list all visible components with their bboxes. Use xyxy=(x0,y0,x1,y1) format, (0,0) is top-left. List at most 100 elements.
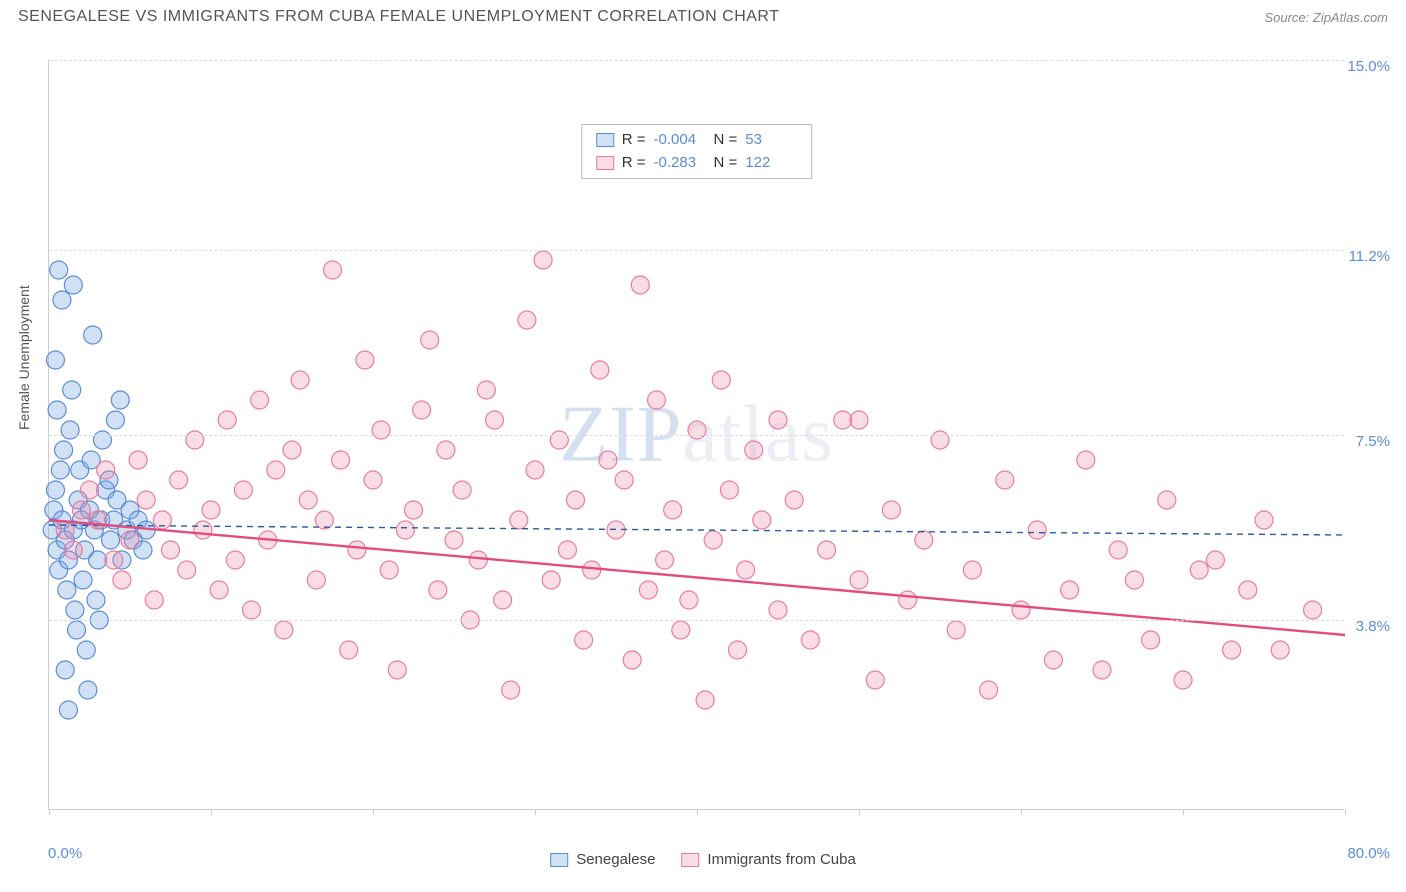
data-point-senegalese xyxy=(51,461,69,479)
data-point-cuba xyxy=(720,481,738,499)
data-point-cuba xyxy=(510,511,528,529)
y-tick-label: 7.5% xyxy=(1356,433,1390,450)
x-max-label: 80.0% xyxy=(1347,845,1390,862)
data-point-cuba xyxy=(194,521,212,539)
data-point-cuba xyxy=(850,411,868,429)
data-point-cuba xyxy=(1142,631,1160,649)
data-point-cuba xyxy=(372,421,390,439)
data-point-cuba xyxy=(1206,551,1224,569)
data-point-senegalese xyxy=(56,661,74,679)
data-point-cuba xyxy=(186,431,204,449)
data-point-cuba xyxy=(340,641,358,659)
data-point-cuba xyxy=(97,461,115,479)
data-point-cuba xyxy=(477,381,495,399)
data-point-cuba xyxy=(931,431,949,449)
data-point-cuba xyxy=(664,501,682,519)
x-min-label: 0.0% xyxy=(48,845,82,862)
data-point-senegalese xyxy=(58,581,76,599)
data-point-senegalese xyxy=(66,601,84,619)
data-point-cuba xyxy=(1223,641,1241,659)
data-point-cuba xyxy=(283,441,301,459)
data-point-cuba xyxy=(980,681,998,699)
data-point-cuba xyxy=(656,551,674,569)
data-point-senegalese xyxy=(48,401,66,419)
data-point-senegalese xyxy=(64,276,82,294)
y-tick-label: 11.2% xyxy=(1349,248,1390,265)
data-point-cuba xyxy=(210,581,228,599)
data-point-cuba xyxy=(64,541,82,559)
data-point-senegalese xyxy=(111,391,129,409)
data-point-cuba xyxy=(267,461,285,479)
legend-item-senegalese: Senegalese xyxy=(550,851,655,868)
stats-row-senegalese: R = -0.004 N = 53 xyxy=(596,129,798,152)
data-point-cuba xyxy=(113,571,131,589)
data-point-cuba xyxy=(639,581,657,599)
stats-row-cuba: R = -0.283 N = 122 xyxy=(596,152,798,175)
x-tick xyxy=(535,809,536,815)
data-point-senegalese xyxy=(89,551,107,569)
bottom-legend: Senegalese Immigrants from Cuba xyxy=(550,851,856,868)
legend-label-cuba: Immigrants from Cuba xyxy=(707,851,855,868)
data-point-cuba xyxy=(704,531,722,549)
data-point-cuba xyxy=(550,431,568,449)
data-point-cuba xyxy=(963,561,981,579)
legend-swatch-cuba xyxy=(681,853,699,867)
data-point-cuba xyxy=(712,371,730,389)
data-point-cuba xyxy=(1061,581,1079,599)
data-point-cuba xyxy=(1255,511,1273,529)
data-point-cuba xyxy=(307,571,325,589)
data-point-cuba xyxy=(631,276,649,294)
gridline xyxy=(49,435,1344,436)
data-point-cuba xyxy=(1271,641,1289,659)
data-point-cuba xyxy=(356,351,374,369)
source-label: Source: ZipAtlas.com xyxy=(1264,10,1388,25)
data-point-cuba xyxy=(162,541,180,559)
data-point-cuba xyxy=(202,501,220,519)
legend-swatch-senegalese xyxy=(550,853,568,867)
header: SENEGALESE VS IMMIGRANTS FROM CUBA FEMAL… xyxy=(0,0,1406,30)
y-tick-label: 3.8% xyxy=(1356,618,1390,635)
data-point-cuba xyxy=(486,411,504,429)
data-point-cuba xyxy=(1304,601,1322,619)
data-point-cuba xyxy=(445,531,463,549)
data-point-cuba xyxy=(996,471,1014,489)
y-tick-label: 15.0% xyxy=(1347,58,1390,75)
data-point-cuba xyxy=(1028,521,1046,539)
data-point-cuba xyxy=(218,411,236,429)
data-point-cuba xyxy=(324,261,342,279)
data-point-senegalese xyxy=(63,381,81,399)
data-point-cuba xyxy=(364,471,382,489)
data-point-cuba xyxy=(526,461,544,479)
data-point-cuba xyxy=(234,481,252,499)
data-point-senegalese xyxy=(68,621,86,639)
data-point-senegalese xyxy=(74,571,92,589)
data-point-senegalese xyxy=(46,351,64,369)
data-point-cuba xyxy=(575,631,593,649)
legend-label-senegalese: Senegalese xyxy=(576,851,655,868)
data-point-cuba xyxy=(178,561,196,579)
r-value: -0.283 xyxy=(654,152,706,175)
data-point-cuba xyxy=(299,491,317,509)
data-point-cuba xyxy=(947,621,965,639)
data-point-cuba xyxy=(850,571,868,589)
data-point-cuba xyxy=(583,561,601,579)
data-point-cuba xyxy=(1239,581,1257,599)
data-point-cuba xyxy=(680,591,698,609)
data-point-cuba xyxy=(623,651,641,669)
stats-box: R = -0.004 N = 53 R = -0.283 N = 122 xyxy=(581,124,813,179)
data-point-cuba xyxy=(405,501,423,519)
data-point-senegalese xyxy=(102,531,120,549)
x-tick xyxy=(49,809,50,815)
data-point-senegalese xyxy=(77,641,95,659)
data-point-cuba xyxy=(753,511,771,529)
data-point-cuba xyxy=(170,471,188,489)
x-tick xyxy=(859,809,860,815)
data-point-cuba xyxy=(348,541,366,559)
data-point-cuba xyxy=(332,451,350,469)
data-point-cuba xyxy=(81,481,99,499)
data-point-cuba xyxy=(1077,451,1095,469)
data-point-cuba xyxy=(672,621,690,639)
swatch-cuba xyxy=(596,156,614,170)
n-value: 122 xyxy=(745,152,797,175)
data-point-cuba xyxy=(251,391,269,409)
